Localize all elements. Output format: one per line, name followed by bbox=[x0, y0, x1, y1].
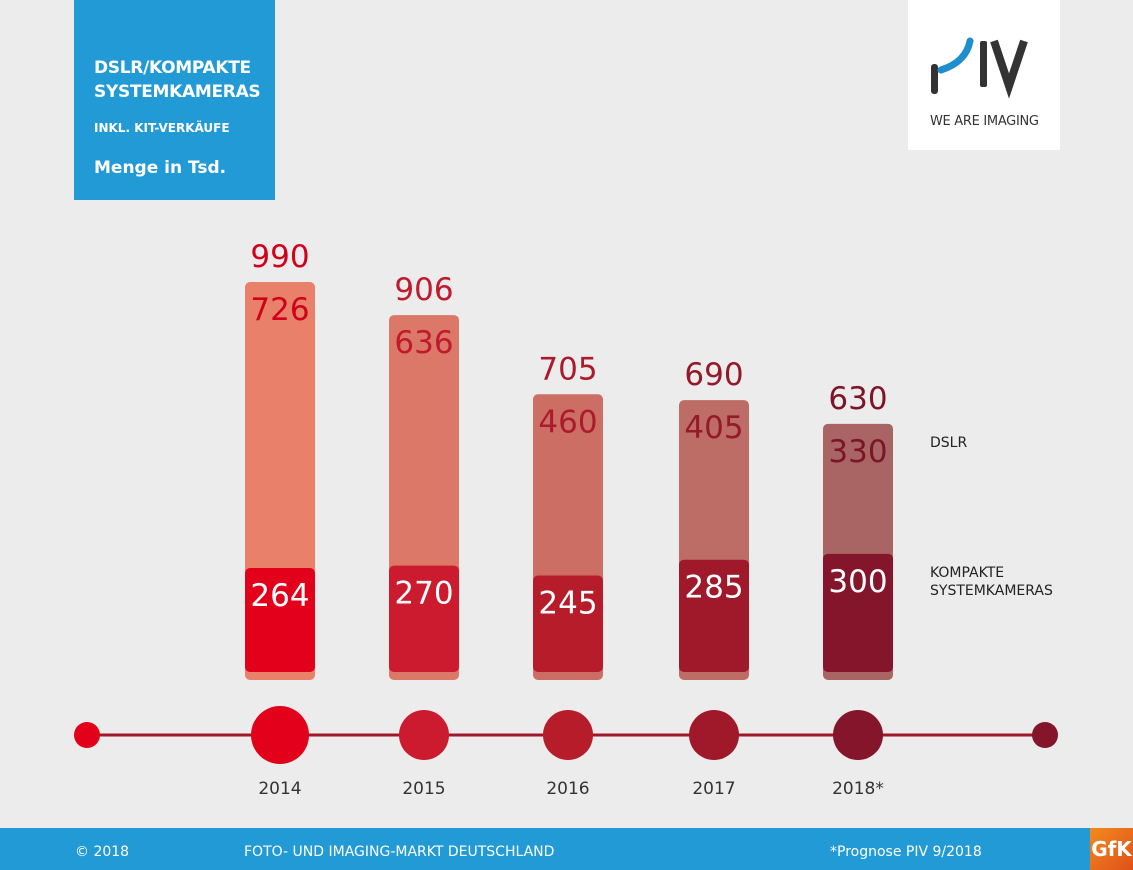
year-label: 2015 bbox=[402, 779, 445, 799]
chart-subtitle: INKL. KIT-VERKÄUFE bbox=[94, 121, 230, 135]
kompakte-label: 245 bbox=[538, 585, 597, 621]
legend-kompakte: KOMPAKTE SYSTEMKAMERAS bbox=[930, 565, 1053, 599]
bar-kompakte bbox=[823, 553, 893, 672]
piv-logo: WE ARE IMAGING bbox=[908, 0, 1060, 150]
dslr-label: 405 bbox=[684, 410, 743, 446]
title-box: DSLR/KOMPAKTE SYSTEMKAMERAS INKL. KIT-VE… bbox=[74, 0, 275, 200]
year-label: 2016 bbox=[546, 779, 589, 799]
bar-chart: 990 726 264 2014 906 636 270 2015 705 460 245 2016 6… bbox=[74, 239, 1058, 799]
year-label: 2014 bbox=[258, 779, 301, 799]
total-label: 690 bbox=[684, 357, 743, 393]
dslr-label: 636 bbox=[394, 325, 453, 361]
legend-dslr: DSLR bbox=[930, 435, 968, 451]
footer: © 2018 FOTO- UND IMAGING-MARKT DEUTSCHLA… bbox=[0, 828, 1133, 870]
year-label: 2017 bbox=[692, 779, 735, 799]
bar-kompakte bbox=[533, 575, 603, 672]
timeline-year-dot bbox=[399, 710, 449, 760]
timeline-year-dot bbox=[833, 710, 883, 760]
bar-kompakte bbox=[245, 568, 315, 672]
logo-tagline: WE ARE IMAGING bbox=[930, 114, 1039, 129]
dslr-label: 330 bbox=[828, 434, 887, 470]
footer-title: FOTO- UND IMAGING-MARKT DEUTSCHLAND bbox=[244, 844, 555, 860]
kompakte-label: 285 bbox=[684, 570, 743, 606]
timeline-year-dot bbox=[543, 710, 593, 760]
copyright: © 2018 bbox=[75, 844, 130, 860]
dslr-label: 460 bbox=[538, 404, 597, 440]
total-label: 630 bbox=[828, 381, 887, 417]
total-label: 906 bbox=[394, 272, 453, 308]
unit-label: Menge in Tsd. bbox=[94, 158, 227, 178]
year-label: 2018* bbox=[832, 779, 884, 799]
kompakte-label: 264 bbox=[250, 578, 309, 614]
piv-logo-icon bbox=[931, 37, 1028, 99]
total-label: 990 bbox=[250, 239, 309, 275]
timeline-year-dot bbox=[689, 710, 739, 760]
kompakte-label: 300 bbox=[828, 564, 887, 600]
kompakte-label: 270 bbox=[394, 576, 453, 612]
timeline-year-dot bbox=[251, 706, 309, 764]
bar-kompakte bbox=[679, 559, 749, 672]
bar-kompakte bbox=[389, 565, 459, 672]
gfk-logo: GfK bbox=[1090, 828, 1133, 870]
chart-title: DSLR/KOMPAKTE SYSTEMKAMERAS bbox=[94, 58, 261, 102]
dslr-label: 726 bbox=[250, 292, 309, 328]
forecast-note: *Prognose PIV 9/2018 bbox=[830, 844, 982, 860]
timeline-start-dot bbox=[74, 722, 100, 748]
total-label: 705 bbox=[538, 351, 597, 387]
timeline-end-dot bbox=[1032, 722, 1058, 748]
